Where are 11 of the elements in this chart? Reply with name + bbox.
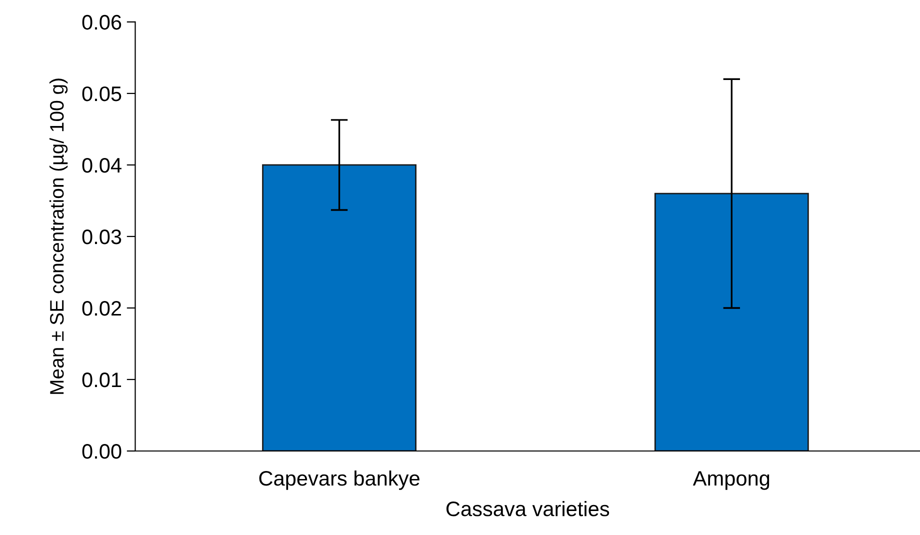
- y-tick-label: 0.00: [82, 444, 122, 459]
- x-axis-title: Cassava varieties: [446, 500, 610, 516]
- x-tick-label: Capevars bankye: [259, 470, 420, 490]
- y-tick-label: 0.01: [82, 372, 122, 388]
- x-tick-label: Ampong: [692, 471, 770, 490]
- y-tick-label: 0.05: [82, 86, 122, 102]
- y-tick-label: 0.02: [82, 300, 122, 316]
- y-axis-title: Mean ± SE concentration (µg/ 100 g): [49, 78, 68, 394]
- y-tick-label: 0.03: [82, 229, 122, 244]
- y-tick-label: 0.04: [82, 158, 122, 173]
- y-tick-label: 0.06: [82, 14, 122, 30]
